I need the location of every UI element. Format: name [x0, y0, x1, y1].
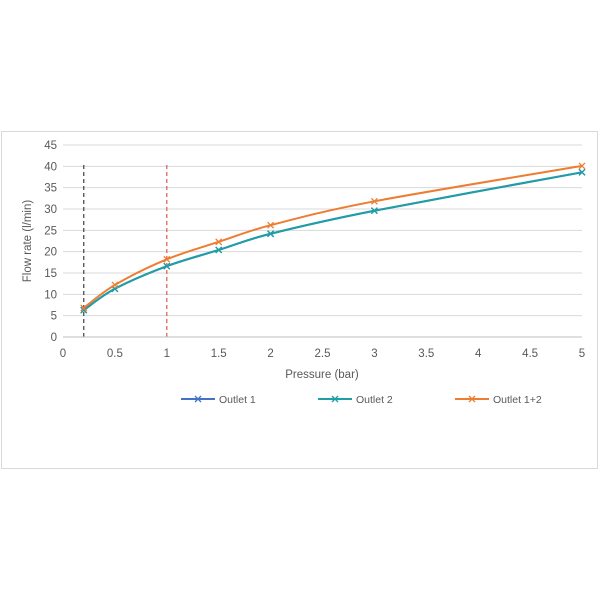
x-tick-label: 0.5 — [107, 348, 123, 360]
data-point — [163, 255, 171, 263]
data-point — [370, 207, 378, 215]
x-tick-label: 0 — [60, 348, 66, 360]
x-tick-label: 4 — [475, 348, 482, 360]
data-point — [267, 221, 275, 229]
series-line — [83, 171, 583, 311]
y-tick-label: 10 — [44, 289, 57, 301]
x-tick-label: 2.5 — [315, 348, 331, 360]
x-tick-label: 3 — [371, 348, 377, 360]
legend-marker — [194, 395, 202, 403]
legend-label: Outlet 1 — [219, 394, 256, 406]
legend-label: Outlet 2 — [356, 394, 393, 406]
series-line — [83, 164, 583, 309]
y-tick-label: 5 — [51, 311, 57, 323]
data-point — [215, 246, 223, 254]
legend-item: Outlet 2 — [318, 394, 393, 406]
x-tick-label: 2 — [267, 348, 273, 360]
x-tick-label: 1.5 — [211, 348, 227, 360]
y-tick-label: 25 — [44, 225, 57, 237]
y-tick-label: 45 — [44, 140, 57, 152]
data-point — [578, 162, 586, 170]
grid-lines — [63, 144, 582, 317]
y-tick-label: 40 — [44, 161, 57, 173]
y-axis-title: Flow rate (l/min) — [22, 200, 34, 283]
y-tick-label: 15 — [44, 268, 57, 280]
data-point — [111, 281, 119, 289]
legend-item: Outlet 1 — [181, 394, 256, 406]
legend-item: Outlet 1+2 — [455, 394, 542, 406]
data-point — [215, 238, 223, 246]
data-point — [163, 262, 171, 270]
x-tick-label: 4.5 — [522, 348, 538, 360]
x-tick-label: 3.5 — [418, 348, 434, 360]
reference-lines — [83, 165, 168, 337]
y-tick-label: 0 — [51, 332, 57, 344]
y-tick-label: 30 — [44, 204, 57, 216]
y-tick-label: 35 — [44, 183, 57, 195]
data-point — [578, 168, 586, 176]
data-point — [80, 306, 88, 314]
series-line — [83, 171, 583, 311]
x-tick-label: 5 — [579, 348, 585, 360]
legend-marker — [468, 395, 476, 403]
series-lines — [80, 162, 586, 314]
x-tick-label: 1 — [164, 348, 170, 360]
data-point — [370, 197, 378, 205]
data-point — [267, 230, 275, 238]
tick-labels: 0 5 10 15 20 25 30 35 40 45 0 0.5 1 1.5 2 2.5 3 3.5 4 4.5 5 — [44, 140, 585, 360]
y-tick-label: 20 — [44, 247, 57, 259]
legend-label: Outlet 1+2 — [493, 394, 542, 406]
legend-marker — [331, 395, 339, 403]
x-axis-title: Pressure (bar) — [285, 369, 359, 381]
data-point — [80, 304, 88, 312]
legend: Outlet 1 Outlet 2 Outlet 1+2 — [181, 394, 542, 406]
